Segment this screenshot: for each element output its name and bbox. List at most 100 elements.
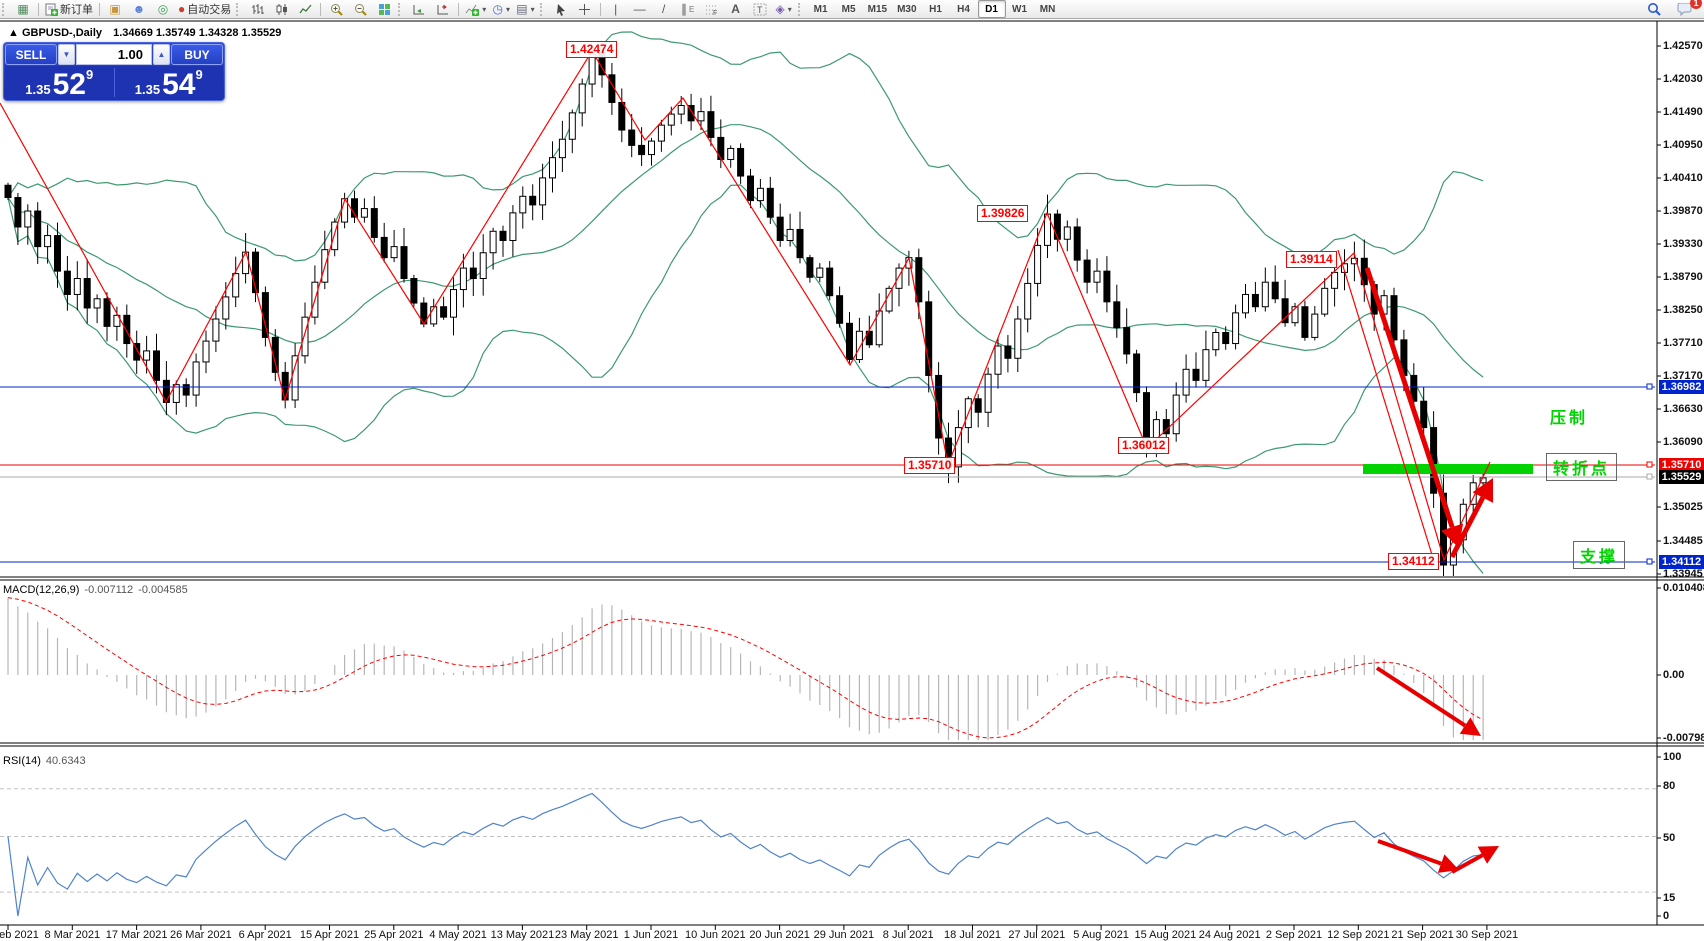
autotrading-button[interactable]: ● 自动交易 [175, 0, 234, 18]
buy-price[interactable]: 1.35 54 9 [115, 66, 224, 99]
timeframe-d1[interactable]: D1 [977, 0, 1006, 18]
cursor-icon [556, 3, 565, 16]
new-chart-button[interactable]: ▦ [11, 0, 35, 18]
rsi-pane[interactable] [0, 788, 1657, 917]
templates-button[interactable]: ▤ ▾ [513, 0, 537, 18]
green-level-bar[interactable] [1363, 464, 1533, 474]
buy-price-pip: 9 [195, 67, 203, 82]
date-axis-label: 8 Jul 2021 [882, 929, 934, 941]
channel-sub: E [688, 4, 695, 14]
vline-tool-button[interactable]: | [604, 0, 628, 18]
timeframe-m15[interactable]: M15 [867, 3, 888, 15]
trend-arrow-1[interactable] [1364, 267, 1464, 548]
date-axis-label: 27 Jul 2021 [1008, 929, 1066, 941]
timeframe-h4[interactable]: H4 [957, 3, 970, 15]
hline-handle[interactable] [1646, 383, 1653, 390]
sell-price-prefix: 1.35 [25, 81, 51, 97]
chat-bubble-icon [1677, 2, 1691, 16]
terminal-button[interactable]: ◎ [151, 0, 175, 18]
candle-chart-mode-button[interactable] [269, 0, 293, 18]
volume-decrease-button[interactable]: ▼ [58, 44, 75, 65]
text-tool-icon: A [731, 2, 740, 16]
hline-handle[interactable] [1646, 558, 1653, 565]
turning-point-annotation[interactable]: 转折点 [1546, 453, 1618, 481]
price-badge-1.35529: 1.35529 [1659, 470, 1704, 484]
indicators-button[interactable]: ▾ [462, 0, 489, 18]
zigzag-price-label-1.34112[interactable]: 1.34112 [1388, 553, 1439, 570]
channel-tool-button[interactable]: ∥ E [676, 0, 700, 18]
search-button[interactable] [1642, 0, 1666, 18]
cursor-tool-button[interactable] [549, 0, 573, 18]
sell-price[interactable]: 1.35 52 9 [5, 66, 114, 99]
zoom-in-button[interactable] [324, 0, 348, 18]
main-pane[interactable] [4, 31, 1487, 579]
zigzag-price-label-1.39826[interactable]: 1.39826 [977, 205, 1029, 222]
date-axis-label: 25 Apr 2021 [364, 929, 424, 941]
collapse-panel-icon[interactable]: ▲ [8, 27, 19, 39]
price-badge-1.36982: 1.36982 [1659, 380, 1704, 394]
trend-arrow-3[interactable] [1375, 666, 1481, 736]
bar-chart-mode-button[interactable] [245, 0, 269, 18]
bar-chart-icon [251, 3, 264, 14]
trendline-icon: / [661, 2, 666, 16]
sell-button[interactable]: SELL [5, 44, 57, 65]
auto-scroll-button[interactable] [407, 0, 431, 18]
market-watch-button[interactable]: ▣ [103, 0, 127, 18]
zigzag-price-label-1.42474[interactable]: 1.42474 [566, 41, 618, 58]
zoom-out-button[interactable] [348, 0, 372, 18]
timeframe-mn[interactable]: MN [1039, 3, 1056, 15]
trendline-tool-button[interactable]: / [652, 0, 676, 18]
text-label-tool-button[interactable]: T [748, 0, 772, 18]
svg-text:F: F [713, 10, 717, 16]
resistance-annotation[interactable]: 压制 [1550, 410, 1589, 427]
zigzag-price-label-1.35710[interactable]: 1.35710 [904, 457, 956, 474]
hline-handle[interactable] [1646, 461, 1653, 468]
date-axis-label: 26 Feb 2021 [0, 929, 39, 941]
candles [4, 42, 1487, 576]
line-chart-mode-button[interactable] [293, 0, 317, 18]
timeframe-m30[interactable]: M30 [897, 3, 917, 15]
date-axis-label: 23 May 2021 [554, 929, 619, 941]
trend-channel-line[interactable] [1337, 249, 1434, 559]
new-order-button[interactable]: 新订单 [42, 0, 96, 18]
hline-tool-button[interactable]: — [628, 0, 652, 18]
toolbar-grip[interactable] [2, 2, 9, 16]
volume-increase-button[interactable]: ▲ [153, 44, 170, 65]
notifications-button[interactable]: 1 [1672, 0, 1702, 18]
zigzag-price-label-1.39114[interactable]: 1.39114 [1286, 251, 1337, 268]
date-axis-label: 30 Sep 2021 [1455, 929, 1519, 941]
price-axis-label: 1.36630 [1663, 403, 1703, 415]
date-axis-label: 4 May 2021 [429, 929, 487, 941]
macd-pane[interactable] [7, 597, 1484, 740]
shapes-tool-button[interactable]: ◈ ▾ [772, 0, 796, 18]
trend-arrow-5[interactable] [1451, 846, 1499, 874]
price-axis-label: 0.010408 [1663, 582, 1704, 594]
tile-windows-button[interactable] [372, 0, 396, 18]
trend-arrow-2[interactable] [1449, 478, 1494, 559]
buy-button[interactable]: BUY [171, 44, 223, 65]
navigator-icon: ☻ [132, 2, 146, 16]
crosshair-tool-button[interactable] [573, 0, 597, 18]
periods-button[interactable]: ◷ ▾ [489, 0, 513, 18]
timeframe-h1[interactable]: H1 [929, 3, 942, 15]
zigzag-line[interactable] [0, 49, 1491, 562]
volume-input[interactable] [76, 44, 152, 65]
hline-handle[interactable] [1646, 473, 1653, 480]
chart-shift-button[interactable] [431, 0, 455, 18]
timeframe-w1[interactable]: W1 [1012, 3, 1028, 15]
trend-arrow-4[interactable] [1377, 839, 1459, 873]
price-axis-label: 1.42030 [1663, 73, 1703, 85]
fibonacci-tool-button[interactable]: F [700, 0, 724, 18]
terminal-icon: ◎ [157, 2, 169, 16]
band-lower [7, 184, 1484, 574]
zigzag-price-label-1.36012[interactable]: 1.36012 [1118, 437, 1170, 454]
date-axis-label: 2 Sep 2021 [1265, 929, 1323, 941]
text-tool-button[interactable]: A [724, 0, 748, 18]
timeframe-m1[interactable]: M1 [813, 3, 828, 15]
support-annotation[interactable]: 支撑 [1573, 541, 1626, 569]
price-axis-label: 1.42570 [1663, 40, 1703, 52]
timeframe-m5[interactable]: M5 [841, 3, 856, 15]
periods-clock-icon: ◷ [492, 2, 503, 16]
navigator-button[interactable]: ☻ [127, 0, 151, 18]
